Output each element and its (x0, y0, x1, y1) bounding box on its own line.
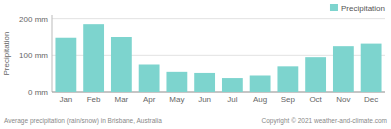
y-tick-label: 100 mm (19, 51, 48, 60)
bar (222, 78, 243, 92)
x-tick-label: Feb (87, 95, 101, 104)
x-tick-label: Oct (309, 95, 322, 104)
y-tick-label: 0 mm (28, 88, 48, 97)
bar (250, 76, 271, 93)
x-tick-label: Jun (198, 95, 211, 104)
x-tick-label: Jan (59, 95, 72, 104)
chart: 0 mm 100 mm 200 mm Jan Feb Mar Apr May Jun Jul Aug… (0, 0, 391, 129)
x-tick-label: May (169, 95, 184, 104)
bar (139, 65, 160, 93)
legend-swatch (330, 4, 338, 11)
x-tick-label: Dec (364, 95, 378, 104)
bar (277, 66, 298, 92)
bar (305, 57, 326, 92)
legend: Precipitation (330, 4, 385, 13)
y-axis-label: Precipitation (2, 31, 11, 75)
x-tick-label: Jul (227, 95, 237, 104)
grid (52, 19, 385, 92)
y-axis-line (52, 15, 53, 92)
bar (333, 46, 354, 92)
x-tick-label: Aug (253, 95, 267, 104)
x-tick-label: Sep (281, 95, 296, 104)
bar (361, 44, 382, 92)
legend-label: Precipitation (341, 4, 385, 13)
caption: Copyright © 2021 weather-and-climate.com (262, 117, 387, 125)
x-tick-label: Nov (336, 95, 350, 104)
bar (166, 72, 187, 92)
bar (194, 73, 215, 92)
x-tick-label: Apr (143, 95, 156, 104)
bar (111, 37, 132, 92)
caption: Average precipitation (rain/snow) in Bri… (4, 117, 162, 125)
y-tick-label: 200 mm (19, 15, 48, 24)
bar (55, 38, 76, 92)
grid-line (52, 18, 385, 19)
x-tick-label: Mar (114, 95, 128, 104)
bar (83, 24, 104, 92)
bars (55, 24, 381, 92)
